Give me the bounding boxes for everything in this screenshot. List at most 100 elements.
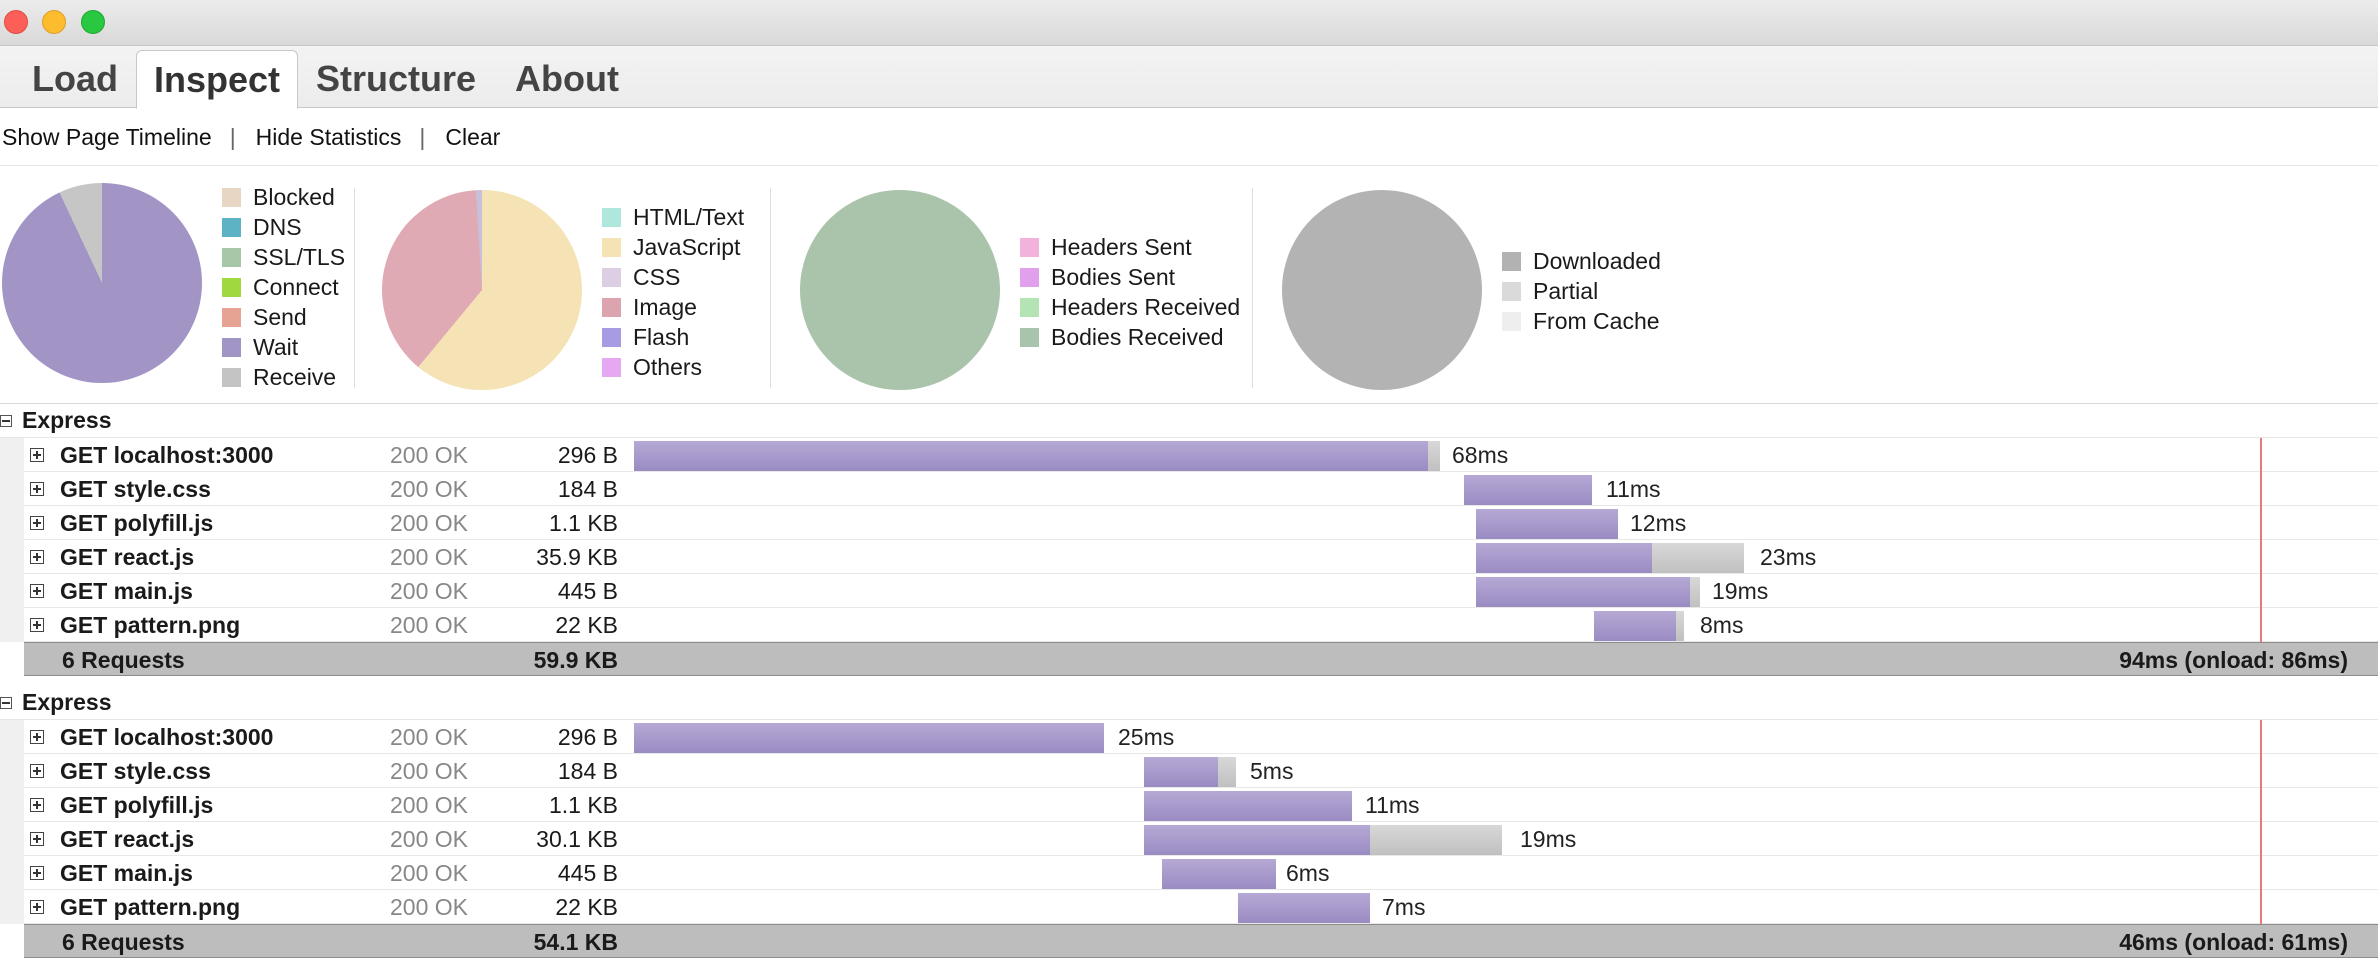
request-time-label: 7ms [1382,894,1426,920]
timing-bar-wait [1144,825,1370,855]
group-title: Express [22,689,112,715]
timing-bar[interactable] [1162,859,1276,889]
request-row[interactable]: GET polyfill.js 200 OK 1.1 KB 11ms [0,788,2378,822]
timing-bar-wait [1476,543,1652,573]
tab-load[interactable]: Load [32,58,118,99]
content-type-pie-chart [382,190,582,390]
legend-label: Others [633,353,703,380]
transfer-legend: Headers Sent Bodies Sent Headers Received B… [1020,232,1240,352]
legend-label: DNS [253,213,302,240]
timing-legend: Blocked DNS SSL/TLS Connect Send Wait Receive [222,182,345,392]
legend-label: CSS [633,263,681,290]
group-header[interactable]: Express [0,686,2378,720]
tab-about[interactable]: About [515,58,619,99]
request-size: 22 KB [555,894,618,920]
collapse-toggle-icon[interactable] [0,414,12,427]
summary-time: 94ms (onload: 86ms) [2119,647,2348,673]
request-name: GET main.js [60,860,193,886]
toolbar-separator: | [419,124,426,150]
legend-swatch [222,217,241,237]
row-gutter [0,540,24,574]
timing-bar[interactable] [1144,757,1236,787]
page-group: Express GET localhost:3000 200 OK 296 B 25ms… [0,686,2378,958]
legend-item-bodies-received: Bodies Received [1020,322,1240,352]
clear-link[interactable]: Clear [445,124,501,150]
legend-item-others: Others [602,352,744,382]
tab-bar: Load Inspect Structure About [0,46,2378,109]
expand-plus-icon[interactable] [30,550,44,564]
timing-bar[interactable] [634,723,1104,753]
legend-item-dns: DNS [222,212,345,242]
expand-plus-icon[interactable] [30,482,44,496]
legend-swatch [1502,281,1521,301]
tab-structure[interactable]: Structure [315,58,477,99]
timing-bar-receive [1690,577,1700,607]
expand-plus-icon[interactable] [30,866,44,880]
request-time-label: 12ms [1630,510,1687,536]
timing-bar[interactable] [1144,791,1352,821]
request-row[interactable]: GET localhost:3000 200 OK 296 B 25ms [0,720,2378,754]
request-size: 30.1 KB [536,826,618,852]
tab-inspect[interactable]: Inspect [136,50,298,109]
expand-plus-icon[interactable] [30,900,44,914]
request-row[interactable]: GET react.js 200 OK 30.1 KB 19ms [0,822,2378,856]
legend-label: Headers Sent [1051,233,1192,260]
timing-bar[interactable] [1144,825,1502,855]
request-row[interactable]: GET pattern.png 200 OK 22 KB 8ms [0,608,2378,642]
expand-plus-icon[interactable] [30,798,44,812]
group-header[interactable]: Express [0,404,2378,438]
expand-plus-icon[interactable] [30,584,44,598]
request-row[interactable]: GET pattern.png 200 OK 22 KB 7ms [0,890,2378,924]
maximize-window-button[interactable] [81,10,105,34]
expand-plus-icon[interactable] [30,764,44,778]
request-name: GET main.js [60,578,193,604]
request-row[interactable]: GET style.css 200 OK 184 B 5ms [0,754,2378,788]
request-row[interactable]: GET localhost:3000 200 OK 296 B 68ms [0,438,2378,472]
request-row[interactable]: GET main.js 200 OK 445 B 19ms [0,574,2378,608]
expand-plus-icon[interactable] [30,730,44,744]
timing-bar[interactable] [1464,475,1592,505]
request-row[interactable]: GET style.css 200 OK 184 B 11ms [0,472,2378,506]
legend-swatch [222,337,241,357]
expand-plus-icon[interactable] [30,448,44,462]
hide-statistics-link[interactable]: Hide Statistics [255,124,402,150]
legend-swatch [1020,237,1039,257]
timing-bar[interactable] [1594,611,1684,641]
legend-item-partial: Partial [1502,276,1661,306]
timing-bar-receive [1428,441,1440,471]
request-name: GET react.js [60,826,195,852]
row-gutter [0,822,24,856]
legend-label: Connect [253,273,339,300]
collapse-toggle-icon[interactable] [0,696,12,709]
legend-label: Downloaded [1533,247,1661,274]
request-row[interactable]: GET polyfill.js 200 OK 1.1 KB 12ms [0,506,2378,540]
request-size: 184 B [557,758,618,784]
timing-pie-chart [2,183,202,383]
timing-bar[interactable] [634,441,1440,471]
show-page-timeline-link[interactable]: Show Page Timeline [2,124,212,150]
timing-bar[interactable] [1238,893,1370,923]
request-time-label: 19ms [1520,826,1577,852]
legend-label: Bodies Sent [1051,263,1176,290]
legend-item-image: Image [602,292,744,322]
request-name: GET pattern.png [60,612,241,638]
timing-bar[interactable] [1476,577,1700,607]
timing-bar-wait [1162,859,1276,889]
row-gutter [0,788,24,822]
legend-item-flash: Flash [602,322,744,352]
legend-swatch [222,367,241,387]
expand-plus-icon[interactable] [30,832,44,846]
row-gutter [0,472,24,506]
expand-plus-icon[interactable] [30,516,44,530]
legend-label: Send [253,303,307,330]
legend-item-receive: Receive [222,362,345,392]
close-window-button[interactable] [4,10,28,34]
request-row[interactable]: GET main.js 200 OK 445 B 6ms [0,856,2378,890]
timing-bar-receive [1218,757,1236,787]
timing-bar[interactable] [1476,543,1744,573]
timing-bar-receive [1676,611,1684,641]
minimize-window-button[interactable] [42,10,66,34]
expand-plus-icon[interactable] [30,618,44,632]
request-row[interactable]: GET react.js 200 OK 35.9 KB 23ms [0,540,2378,574]
timing-bar[interactable] [1476,509,1618,539]
